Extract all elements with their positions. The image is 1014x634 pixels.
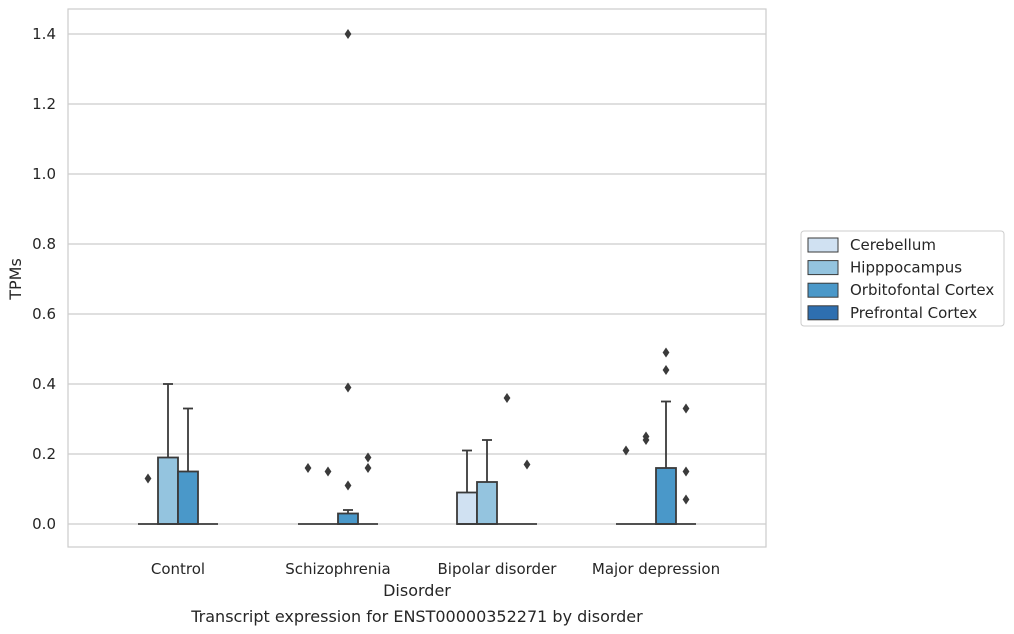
box-rect (177, 470, 199, 525)
legend-entry-label: Cerebellum (850, 236, 936, 254)
legend-entry-label: Prefrontal Cortex (850, 304, 977, 322)
box-orbitofontal-cortex (655, 347, 677, 525)
outlier-point (642, 431, 650, 442)
plot-background (68, 9, 766, 547)
box-prefrontal-cortex (676, 403, 696, 525)
legend-entry-label: Hipppocampus (850, 259, 962, 277)
x-tick-label: Schizophrenia (285, 560, 390, 578)
x-tick-label: Major depression (592, 560, 720, 578)
x-tick-label: Control (151, 560, 205, 578)
box-prefrontal-cortex (358, 452, 378, 525)
box-hipppocampus (318, 466, 338, 525)
outlier-point (523, 459, 531, 470)
box-rect (456, 491, 478, 525)
outlier-point (344, 382, 352, 393)
box-orbitofontal-cortex (497, 393, 517, 525)
legend-swatch (807, 282, 839, 298)
plot-frame (67, 8, 767, 548)
box-cerebellum (138, 473, 158, 525)
outlier-point (324, 466, 332, 477)
box-hipppocampus (476, 439, 498, 525)
y-tick-label: 1.0 (32, 165, 56, 183)
y-tick-label: 0.2 (32, 445, 56, 463)
y-tick-label: 0.0 (32, 515, 56, 533)
box-rect (337, 512, 359, 525)
box-rect (476, 481, 498, 525)
x-tick-labels: Control Schizophrenia Bipolar disorder Majo… (151, 560, 720, 578)
box-series (138, 29, 696, 525)
outlier-point (662, 347, 670, 358)
box-cerebellum (298, 463, 318, 525)
y-tick-label: 0.8 (32, 235, 56, 253)
outlier-point (304, 463, 312, 473)
outlier-point (344, 480, 352, 491)
box-rect (157, 456, 179, 525)
legend: Cerebellum Hipppocampus Orbitofontal Corte… (800, 230, 1005, 327)
outlier-point (364, 463, 372, 473)
outlier-point (682, 403, 690, 414)
legend-frame (800, 230, 1005, 327)
outlier-point (682, 466, 690, 477)
outlier-point (364, 452, 372, 463)
outlier-point (662, 365, 670, 375)
x-axis-label: Disorder (383, 581, 451, 600)
y-tick-label: 1.2 (32, 95, 56, 113)
y-axis-label: TPMs (6, 258, 25, 301)
outlier-point (144, 473, 152, 484)
legend-entry-label: Orbitofontal Cortex (850, 281, 994, 299)
box-rect (655, 467, 677, 525)
legend-swatch (807, 305, 839, 321)
y-tick-label: 0.6 (32, 305, 56, 323)
box-hipppocampus (636, 431, 656, 525)
y-tick-label: 1.4 (32, 25, 56, 43)
box-prefrontal-cortex (517, 459, 537, 525)
outlier-point (622, 445, 630, 456)
box-hipppocampus (157, 383, 179, 525)
legend-swatch (807, 260, 839, 276)
y-tick-label: 0.4 (32, 375, 56, 393)
box-orbitofontal-cortex (337, 29, 359, 525)
chart-caption: Transcript expression for ENST0000035227… (190, 607, 643, 626)
box-cerebellum (616, 445, 636, 525)
outlier-point (682, 494, 690, 505)
outlier-point (503, 393, 511, 403)
outlier-point (344, 29, 352, 39)
box-cerebellum (456, 449, 478, 525)
x-tick-label: Bipolar disorder (438, 560, 558, 578)
legend-swatch (807, 237, 839, 253)
box-orbitofontal-cortex (177, 407, 199, 525)
y-tick-labels: 0.0 0.2 0.4 0.6 0.8 1.0 1.2 1.4 (32, 25, 56, 533)
